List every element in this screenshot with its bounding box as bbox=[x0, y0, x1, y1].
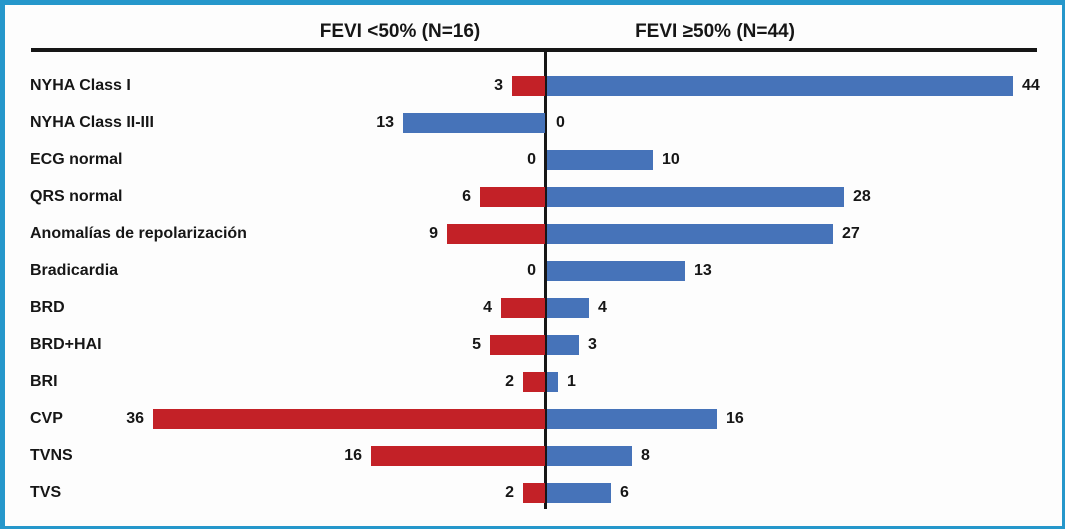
category-label: Bradicardia bbox=[30, 261, 119, 279]
right-bar bbox=[547, 223, 833, 244]
chart-row: Bradicardia 0 13 bbox=[5, 252, 1062, 289]
right-value-label: 4 bbox=[598, 298, 607, 316]
category-label: TVNS bbox=[30, 446, 73, 464]
right-bar bbox=[547, 445, 632, 466]
left-group-header: FEVI <50% (N=16) bbox=[319, 21, 481, 42]
left-value-label: 36 bbox=[126, 409, 144, 427]
right-value-label: 6 bbox=[620, 483, 629, 501]
left-value-label: 0 bbox=[527, 261, 536, 279]
left-bar bbox=[523, 482, 545, 503]
category-label: ECG normal bbox=[30, 150, 123, 168]
axis-center-line bbox=[544, 52, 547, 509]
right-value-label: 3 bbox=[588, 335, 597, 353]
right-group-header: FEVI ≥50% (N=44) bbox=[635, 21, 795, 42]
left-value-label: 2 bbox=[505, 372, 514, 390]
chart-row: CVP 36 16 bbox=[5, 400, 1062, 437]
left-bar bbox=[512, 75, 545, 96]
right-bar bbox=[547, 482, 611, 503]
category-label: NYHA Class II-III bbox=[30, 113, 154, 131]
right-value-label: 8 bbox=[641, 446, 650, 464]
category-label: BRI bbox=[30, 372, 58, 390]
left-value-label: 13 bbox=[376, 113, 394, 131]
chart-row: TVNS 16 8 bbox=[5, 437, 1062, 474]
right-bar bbox=[547, 334, 579, 355]
right-value-label: 16 bbox=[726, 409, 744, 427]
right-value-label: 28 bbox=[853, 187, 871, 205]
left-bar bbox=[403, 112, 545, 133]
right-bar bbox=[547, 149, 653, 170]
chart-row: NYHA Class II-III 13 0 bbox=[5, 104, 1062, 141]
category-label: NYHA Class I bbox=[30, 76, 131, 94]
right-value-label: 1 bbox=[567, 372, 576, 390]
chart-row: Anomalías de repolarización 9 27 bbox=[5, 215, 1062, 252]
category-label: BRD+HAI bbox=[30, 335, 102, 353]
right-bar bbox=[547, 371, 558, 392]
axis-top-line bbox=[31, 48, 1037, 52]
left-value-label: 5 bbox=[472, 335, 481, 353]
chart-row: BRD 4 4 bbox=[5, 289, 1062, 326]
plot-area: NYHA Class I 3 44 NYHA Class II-III 13 0 ECG n… bbox=[5, 67, 1062, 511]
right-value-label: 13 bbox=[694, 261, 712, 279]
chart-row: BRD+HAI 5 3 bbox=[5, 326, 1062, 363]
left-value-label: 4 bbox=[483, 298, 492, 316]
left-bar bbox=[371, 445, 545, 466]
left-bar bbox=[523, 371, 545, 392]
right-bar bbox=[547, 297, 589, 318]
category-label: QRS normal bbox=[30, 187, 123, 205]
left-value-label: 3 bbox=[494, 76, 503, 94]
right-bar bbox=[547, 260, 685, 281]
category-label: BRD bbox=[30, 298, 65, 316]
chart-row: BRI 2 1 bbox=[5, 363, 1062, 400]
left-value-label: 0 bbox=[527, 150, 536, 168]
left-value-label: 6 bbox=[462, 187, 471, 205]
right-bar bbox=[547, 408, 717, 429]
chart-row: TVS 2 6 bbox=[5, 474, 1062, 511]
left-value-label: 2 bbox=[505, 483, 514, 501]
left-bar bbox=[153, 408, 545, 429]
chart-row: NYHA Class I 3 44 bbox=[5, 67, 1062, 104]
category-label: Anomalías de repolarización bbox=[30, 224, 247, 242]
right-bar bbox=[547, 75, 1013, 96]
right-bar bbox=[547, 186, 844, 207]
left-bar bbox=[490, 334, 545, 355]
left-bar bbox=[501, 297, 545, 318]
left-value-label: 9 bbox=[429, 224, 438, 242]
right-value-label: 0 bbox=[556, 113, 565, 131]
chart-row: QRS normal 6 28 bbox=[5, 178, 1062, 215]
category-label: TVS bbox=[30, 483, 62, 501]
right-value-label: 10 bbox=[662, 150, 680, 168]
right-value-label: 44 bbox=[1022, 76, 1040, 94]
right-value-label: 27 bbox=[842, 224, 860, 242]
left-bar bbox=[480, 186, 545, 207]
left-bar bbox=[447, 223, 545, 244]
category-label: CVP bbox=[30, 409, 63, 427]
chart-row: ECG normal 0 10 bbox=[5, 141, 1062, 178]
left-value-label: 16 bbox=[344, 446, 362, 464]
